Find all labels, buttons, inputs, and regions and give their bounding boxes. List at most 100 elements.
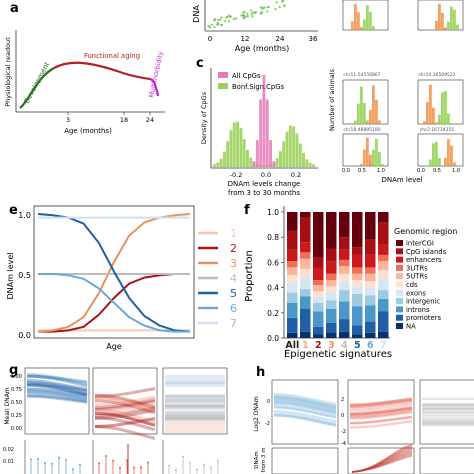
bar-segment-cpg-islands (339, 237, 350, 250)
bar-segment-promoters (365, 321, 376, 333)
trajectory-line (94, 406, 156, 418)
hist-bar-orange (375, 99, 378, 124)
legend-label-sign-cpgs: Bonf.Sign.CpGs (232, 83, 285, 91)
band-frame (347, 379, 415, 445)
trajectory-line (349, 400, 413, 409)
hist-bar-green (447, 113, 450, 124)
trajectory-line (94, 387, 156, 398)
scatter-point (243, 10, 246, 14)
scatter-point (259, 6, 262, 9)
bar-segment-exons (365, 287, 376, 296)
hist-bar-orange (444, 157, 447, 166)
stem-head (210, 466, 212, 469)
hist-bar-green (381, 163, 384, 166)
trajectory-line (94, 395, 156, 407)
legend-label-1: 1 (230, 227, 237, 240)
ytick-label: 1.0 (267, 208, 279, 217)
scatter-point (246, 15, 249, 18)
panel-a-multimorbidity-curve (149, 77, 160, 97)
ytick-e-1: 1.0 (18, 211, 31, 220)
hist-bar-orange (447, 139, 450, 166)
panel-h-bands (271, 379, 474, 474)
hist-bar-orange (378, 120, 381, 124)
tick-label-b-0: 0 (208, 35, 212, 43)
hist-bar-all (259, 99, 263, 167)
scatter-point (251, 11, 254, 14)
panel-e-letter: e (9, 203, 18, 218)
hist-bar-orange (426, 102, 429, 124)
ytick-e-0: 0.0 (18, 331, 31, 340)
phase-multimorbidity: Multimorbidity (147, 51, 165, 99)
trajectory-line (94, 395, 156, 411)
ytick-label: 0.6 (267, 258, 279, 267)
legend-swatch-intercgi (396, 240, 403, 246)
legend-swatch-introns (396, 306, 403, 313)
scatter-point (274, 8, 277, 11)
tick-label-b-12: 12 (241, 35, 250, 43)
bar-segment-enhancers (352, 254, 363, 268)
panel-h-ylabel: Log2 DNAm (253, 396, 260, 432)
trajectory-line (94, 417, 156, 429)
hist-bar-orange (453, 162, 456, 166)
scatter-point (266, 6, 269, 9)
panel-d: Number of animals chr11:54556867 chr10:3… (328, 0, 464, 184)
bar-segment-enhancers (326, 261, 337, 274)
stem-head (30, 458, 32, 461)
legend-label-enhancers: enhancers (406, 256, 442, 264)
ytick-label: 0.75 (11, 387, 22, 393)
hist-bar-green (354, 120, 357, 124)
scatter-point (220, 16, 223, 19)
scatter-point (253, 11, 257, 14)
trajectory-line (26, 382, 88, 396)
panel-f-xlabel: Epigenetic signatures (284, 349, 392, 360)
trajectory-line (273, 410, 337, 423)
hist-bar-sign (282, 141, 286, 167)
tick-label-b-24: 24 (276, 35, 285, 43)
bar-segment-cds (326, 286, 337, 293)
legend-label-4: 4 (230, 272, 237, 285)
bar-segment-cpg-islands (287, 230, 298, 250)
bar-segment-exons (352, 286, 363, 294)
bar-segment-cds (378, 270, 389, 279)
ytick-h-0: 0 (341, 413, 344, 419)
bar-segment-3utrs (326, 273, 337, 280)
tick-label-d-1: 1.0 (377, 168, 385, 174)
tick-label-a-24: 24 (146, 116, 154, 124)
hist-bar-all (265, 99, 269, 167)
panel-g-letter: g (9, 363, 18, 378)
bar-segment-enhancers (313, 267, 324, 280)
bar-segment-enhancers (287, 249, 298, 262)
tick-label-d-05: 0.5 (358, 168, 366, 174)
panel-f-yticks: 1.0 0.8 0.6 0.4 0.2 0.0 (267, 208, 284, 343)
hist-bar-green (366, 120, 369, 124)
ytick-h-m2: -2 (341, 429, 346, 435)
category-label-4: 4 (341, 340, 348, 351)
legend-label-5utrs: 5UTRs (406, 273, 428, 281)
scatter-point (263, 6, 266, 9)
bar-segment-na (365, 333, 376, 338)
ytick-h-left-m2: -2 (265, 421, 270, 427)
bar-segment-promoters (378, 311, 389, 332)
bar-segment-intergenic (339, 290, 350, 302)
bar-segment-cds (339, 273, 350, 282)
bar-segment-intergenic (365, 295, 376, 306)
bar-segment-3utrs (287, 261, 298, 268)
hist-bar-orange (360, 163, 363, 166)
trajectory-line (273, 395, 337, 408)
panel-g: g Mean DNAm 1.00 0.75 0.50 0.25 0.00 0.02 0.… (3, 363, 228, 474)
legend-swatch-cds (396, 281, 403, 288)
tick-label-d2-0: 0.0 (417, 168, 425, 174)
trajectory-line (273, 414, 337, 427)
hist-bar-green (372, 149, 375, 166)
trajectory-line (26, 382, 88, 392)
tick-label-d-0: 0.0 (342, 168, 350, 174)
legend-label-2: 2 (230, 242, 237, 255)
ytick-label: 0.2 (267, 309, 279, 318)
hist-bar-all (262, 75, 266, 167)
panel-e-ylabel: DNAm level (6, 253, 15, 300)
ytick-label: 0.0 (267, 334, 279, 343)
scatter-point (244, 15, 247, 18)
legend-swatch-exons (396, 289, 403, 296)
bar-segment-intergenic (352, 293, 363, 307)
